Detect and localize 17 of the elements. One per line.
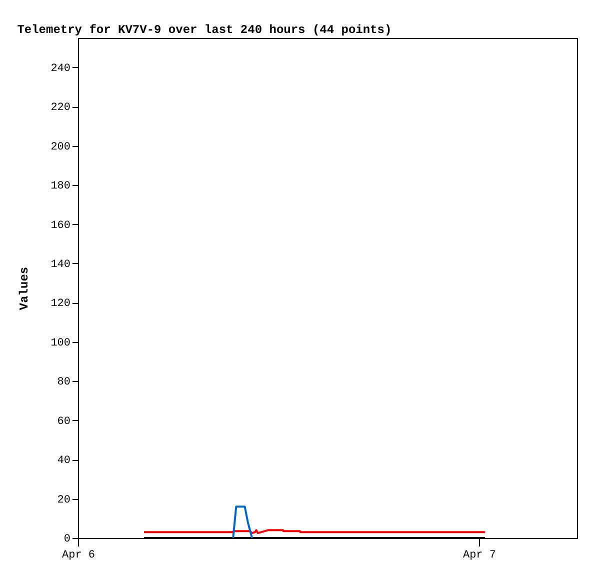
y-axis-title: Values — [18, 266, 32, 310]
y-tick-label: 140 — [50, 258, 70, 271]
y-tick-label: 60 — [57, 416, 70, 428]
y-tick-label: 200 — [50, 141, 70, 154]
y-tick-label: 120 — [50, 298, 70, 310]
y-tick-label: 20 — [57, 494, 70, 506]
y-tick-label: 180 — [50, 180, 70, 193]
chart-title: Telemetry for KV7V-9 over last 240 hours (44 points) — [17, 23, 392, 37]
y-tick-label: 240 — [50, 62, 70, 75]
x-tick-label: Apr 7 — [462, 550, 496, 562]
y-tick-label: 100 — [50, 337, 70, 350]
y-tick-label: 80 — [57, 376, 70, 389]
y-tick-label: 40 — [57, 455, 70, 468]
y-tick-label: 160 — [50, 220, 70, 232]
y-tick-label: 220 — [50, 102, 70, 114]
x-tick-label: Apr 6 — [62, 550, 96, 562]
y-tick-label: 0 — [64, 534, 70, 546]
